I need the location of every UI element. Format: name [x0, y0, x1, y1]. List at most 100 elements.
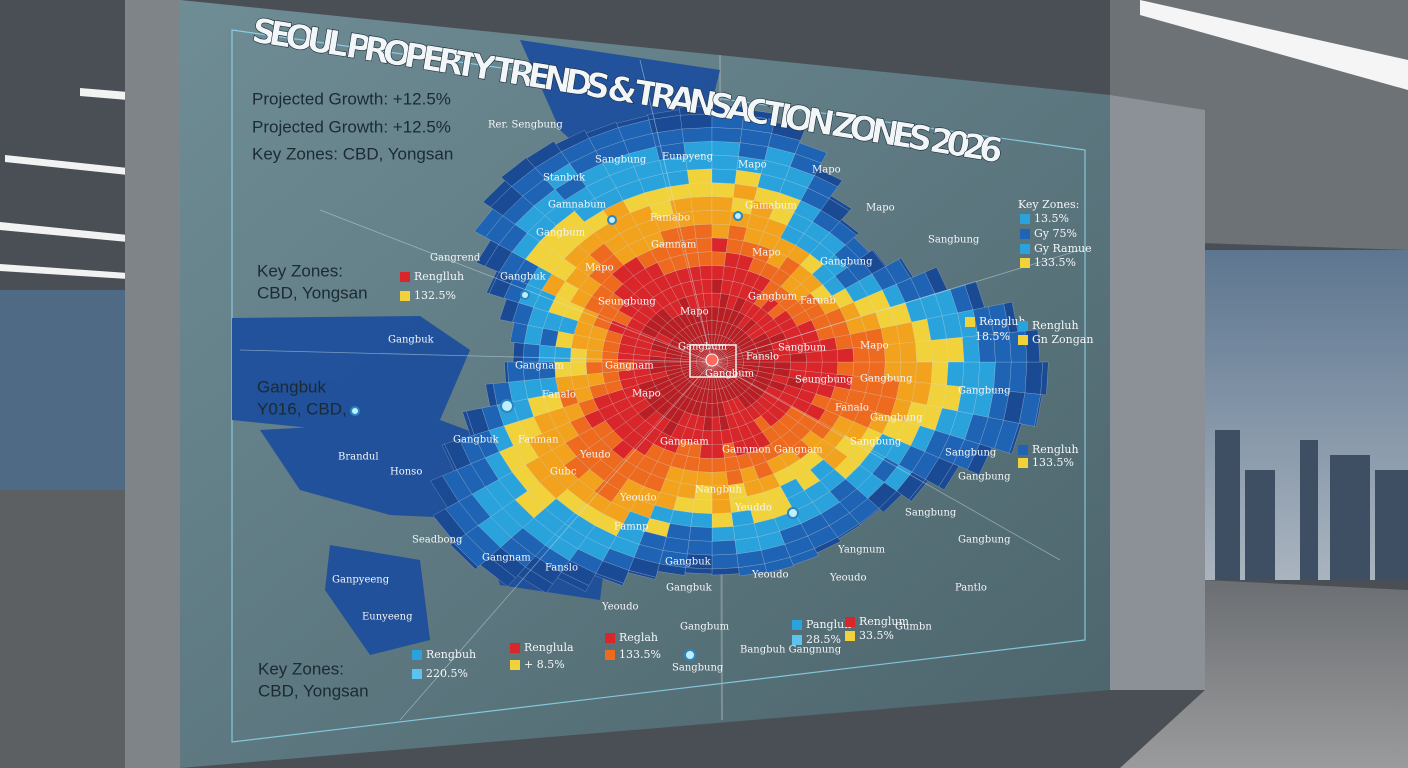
district-label: Yeoudo [829, 573, 867, 584]
legend-text: Key Zones: [1018, 198, 1079, 211]
district-label: Sangbung [672, 663, 724, 674]
heat-cell [555, 129, 590, 152]
heat-cell [711, 251, 727, 267]
heat-cell [699, 265, 713, 280]
heat-cell [946, 337, 965, 363]
heat-cell [1024, 361, 1043, 395]
legend-text: 133.5% [1032, 456, 1074, 469]
heat-cell [908, 479, 929, 502]
district-label: Bangbuh Gangnung [740, 645, 842, 656]
district-label: Seungbung [795, 375, 853, 386]
heat-cell [692, 498, 713, 514]
center-marker [705, 353, 719, 367]
legend-text: Rengluh [979, 315, 1026, 328]
streets [239, 59, 1081, 721]
heat-cell [711, 182, 736, 198]
heat-cell [764, 557, 794, 574]
district-label: Seadbong [412, 535, 463, 546]
heat-cell [512, 342, 525, 363]
district-label: Yeudo [579, 450, 611, 461]
district-label: Gangbung [958, 472, 1011, 483]
heat-cell [485, 383, 498, 407]
district-label: Mapo [812, 165, 841, 176]
heat-cell [837, 347, 854, 363]
heat-cell [771, 121, 806, 141]
legend-swatch [510, 660, 520, 670]
district-label: Gangbuk [388, 335, 435, 346]
district-label: Mapo [752, 248, 781, 259]
heat-cell [711, 553, 739, 570]
district-label: Gangnam [515, 361, 564, 372]
heat-cell [790, 352, 807, 363]
legend-text: 13.5% [1034, 212, 1069, 225]
floor [1120, 580, 1408, 768]
heat-cell [711, 127, 743, 143]
district-label: Yeoudo [751, 570, 789, 581]
left-floor [0, 490, 125, 768]
legend-swatch [792, 635, 802, 645]
legend-swatch [1020, 244, 1030, 254]
heat-cell [711, 430, 723, 445]
district-label: Gangbung [820, 257, 873, 268]
heat-cell [839, 219, 860, 236]
district-label: Gubc [550, 467, 577, 478]
heat-cell [711, 526, 736, 542]
district-label: Mapo [866, 203, 895, 214]
district-label: Yangnum [837, 545, 886, 556]
legend-text: Rengluh [1032, 443, 1079, 456]
district-label: Mapo [860, 341, 889, 352]
district-label: Brandul [338, 452, 379, 463]
district-label: Sangbung [945, 448, 997, 459]
heat-cell [570, 361, 587, 377]
legend-text: 28.5% [806, 633, 841, 646]
heat-cell [711, 540, 737, 556]
info-text: Projected Growth: +12.5% [252, 89, 451, 108]
heat-cell [794, 142, 828, 164]
district-label: Gangbuk [665, 557, 712, 568]
heat-cell [538, 344, 556, 363]
district-label: Seungbung [598, 297, 656, 308]
heat-cell [743, 108, 777, 120]
heat-cell [430, 475, 459, 508]
district-label: Sangbung [595, 155, 647, 166]
heat-cell [915, 340, 933, 363]
heat-cell [585, 121, 619, 139]
district-label: Gangbung [870, 413, 923, 424]
heat-cell [500, 157, 536, 187]
legend-text: Rengluh [1032, 319, 1079, 332]
heat-cell [692, 210, 713, 226]
district-label: Famnp [614, 522, 649, 533]
district-label: Fanman [518, 435, 559, 446]
legend-text: Renglluh [414, 270, 464, 283]
info-text: Key Zones: CBD, Yongsan [252, 144, 453, 163]
heat-cell [1024, 329, 1041, 363]
legend-swatch [1018, 458, 1028, 468]
district-label: Gangbung [860, 374, 913, 385]
district-label: Gangbuk [453, 435, 500, 446]
left-frame [125, 0, 180, 768]
district-label: Eunyeeng [362, 612, 413, 623]
district-label: Mapo [680, 307, 709, 318]
info-text: Key Zones: [257, 261, 343, 280]
center-box [689, 344, 737, 378]
district-label: Gangbuk [500, 272, 547, 283]
district-label: Yeoudo [601, 602, 639, 613]
heat-cell [711, 210, 732, 226]
heat-cell [711, 141, 741, 157]
district-label: Sangbung [905, 508, 957, 519]
heat-cell [938, 463, 960, 491]
district-label: Stanbuk [543, 173, 586, 184]
legend-swatch [400, 272, 410, 282]
district-label: Famabo [650, 213, 690, 224]
heat-cell [878, 490, 902, 513]
legend-swatch [412, 669, 422, 679]
heat-cell [814, 168, 843, 187]
legend-swatch [1018, 335, 1028, 345]
heat-cell [711, 498, 732, 514]
heat-cell [805, 361, 823, 373]
legend-swatch [1020, 229, 1030, 239]
district-label: Gamnam [651, 240, 697, 251]
heat-cell [1009, 423, 1022, 455]
heat-cell [946, 361, 965, 387]
heat-cell [711, 416, 721, 432]
